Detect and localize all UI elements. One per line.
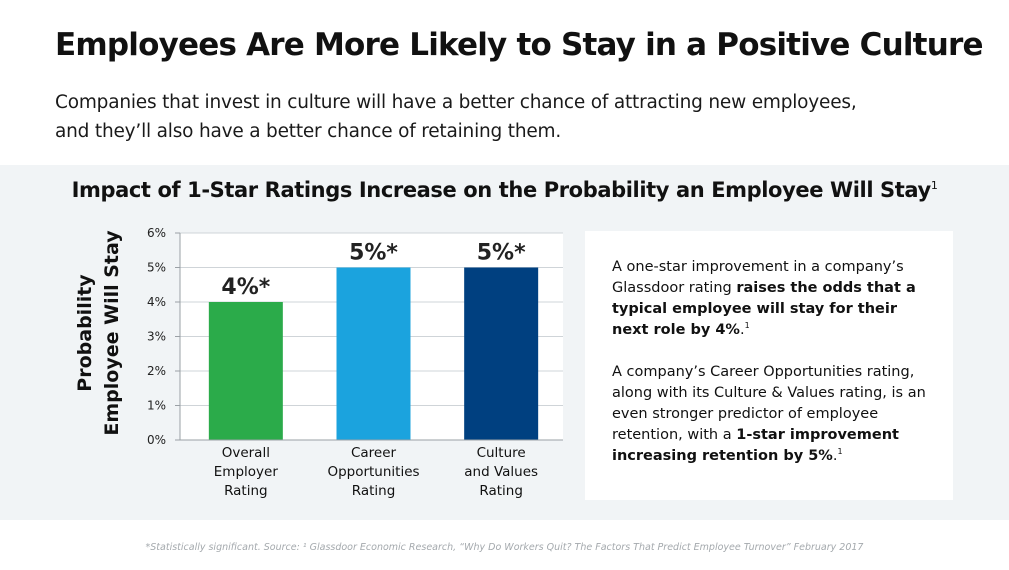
subtitle-line-1: Companies that invest in culture will ha… <box>55 92 857 113</box>
header-section: Employees Are More Likely to Stay in a P… <box>0 0 1009 165</box>
info-p1-text: A one-star improvement in a company’s Gl… <box>612 259 904 296</box>
info-p2-bold: 1-star improvement increasing retention … <box>612 427 899 464</box>
subtitle-line-2: and they’ll also have a better chance of… <box>55 121 562 142</box>
bar-2 <box>336 267 411 440</box>
y-tick-label: 2% <box>147 364 166 378</box>
y-axis-label-line-1: Probability <box>74 274 96 392</box>
info-p1-sup: 1 <box>744 321 750 331</box>
data-label-1: 4%* <box>221 275 270 300</box>
category-label-3-line-1: Culture <box>477 445 526 461</box>
info-p2-end: . <box>832 448 838 464</box>
y-axis-label-line-2: Employee Will Stay <box>101 230 123 436</box>
chart-title: Impact of 1-Star Ratings Increase on the… <box>0 178 1009 202</box>
info-paragraph-2: A company’s Career Opportunities rating,… <box>612 362 935 467</box>
category-label-2-line-2: Opportunities <box>327 464 419 480</box>
page-subtitle: Companies that invest in culture will ha… <box>55 88 935 146</box>
info-paragraph-1: A one-star improvement in a company’s Gl… <box>612 257 935 341</box>
category-label-2-line-1: Career <box>351 445 397 461</box>
category-label-3-line-2: and Values <box>464 464 538 480</box>
category-label-3-line-3: Rating <box>479 483 523 499</box>
category-label-1-line-2: Employer <box>214 464 279 480</box>
y-tick-label: 3% <box>147 330 166 344</box>
category-label-2-line-3: Rating <box>352 483 396 499</box>
bar-1 <box>208 302 283 440</box>
info-p1-bold: raises the odds that a typical employee … <box>612 280 916 338</box>
chart-title-text: Impact of 1-Star Ratings Increase on the… <box>71 178 932 202</box>
chart-title-superscript: 1 <box>930 179 938 192</box>
footer <box>0 520 1009 570</box>
source-footnote: *Statistically significant. Source: ¹ Gl… <box>145 542 864 553</box>
info-box: A one-star improvement in a company’s Gl… <box>585 231 953 500</box>
y-tick-label: 6% <box>147 226 166 240</box>
data-label-3: 5%* <box>477 241 526 266</box>
category-label-1-line-3: Rating <box>224 483 268 499</box>
data-label-2: 5%* <box>349 241 398 266</box>
bar-3 <box>464 267 539 440</box>
info-p1-end: . <box>739 322 745 338</box>
info-p2-text: A company’s Career Opportunities rating,… <box>612 364 926 443</box>
category-label-1-line-1: Overall <box>222 445 270 461</box>
info-p2-sup: 1 <box>837 447 843 457</box>
y-tick-label: 0% <box>147 433 166 447</box>
y-tick-label: 1% <box>147 399 166 413</box>
y-tick-label: 4% <box>147 295 166 309</box>
y-tick-label: 5% <box>147 261 166 275</box>
page-title: Employees Are More Likely to Stay in a P… <box>55 27 983 63</box>
